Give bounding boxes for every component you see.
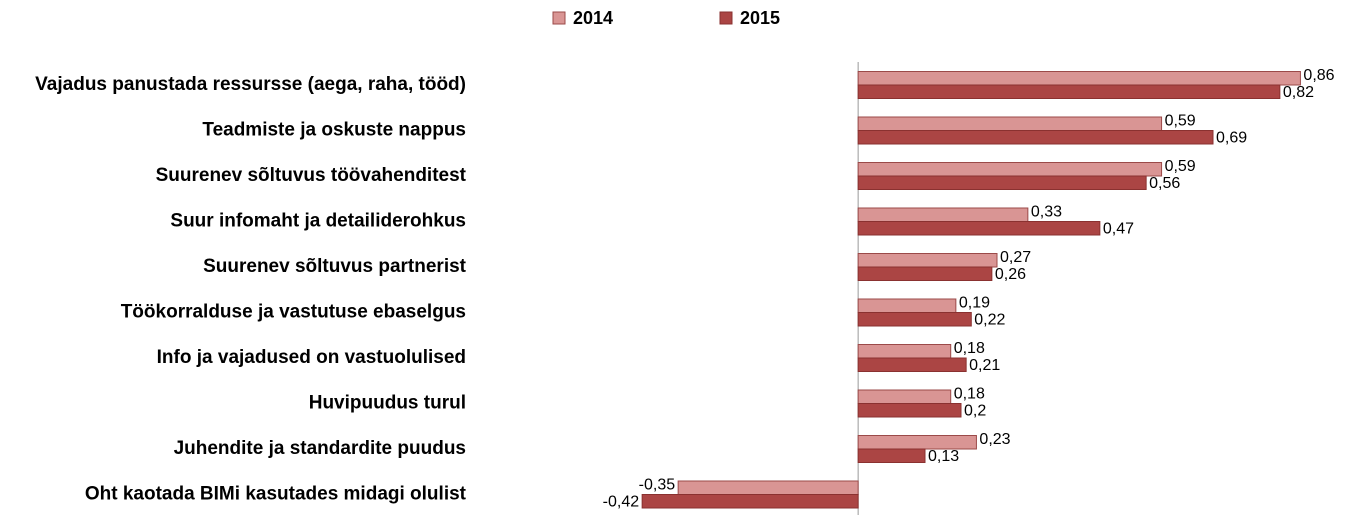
- bar: [857, 130, 1214, 145]
- category-label: Teadmiste ja oskuste nappus: [202, 120, 466, 141]
- bar: [677, 480, 859, 495]
- value-label: 0,59: [1165, 158, 1196, 175]
- category-label: Suurenev sõltuvus töövahenditest: [156, 165, 467, 186]
- category-label: Suur infomaht ja detailiderohkus: [170, 211, 466, 232]
- value-label: 0,27: [1000, 249, 1031, 266]
- value-label: 0,23: [979, 431, 1010, 448]
- value-label: 0,2: [964, 403, 986, 420]
- value-label: 0,86: [1303, 67, 1334, 84]
- legend-swatch: [552, 11, 566, 25]
- legend-label: 2015: [740, 8, 780, 28]
- value-label: -0,42: [603, 494, 640, 511]
- value-label: 0,82: [1283, 84, 1314, 101]
- bar: [857, 389, 952, 404]
- bar: [857, 84, 1281, 99]
- value-label: 0,69: [1216, 130, 1247, 147]
- value-label: 0,33: [1031, 204, 1062, 221]
- bar: [857, 175, 1147, 190]
- value-label: -0,35: [639, 477, 676, 494]
- bar: [857, 312, 972, 327]
- value-label: 0,26: [995, 266, 1026, 283]
- bar: [857, 207, 1029, 222]
- bar: [857, 357, 967, 372]
- bar: [857, 344, 952, 359]
- bar: [857, 448, 926, 463]
- value-label: 0,13: [928, 448, 959, 465]
- category-label: Oht kaotada BIMi kasutades midagi olulis…: [85, 484, 467, 505]
- bar: [857, 253, 998, 268]
- legend-label: 2014: [573, 8, 613, 28]
- value-label: 0,47: [1103, 221, 1134, 238]
- value-label: 0,19: [959, 295, 990, 312]
- value-label: 0,56: [1149, 175, 1180, 192]
- bar: [641, 494, 859, 509]
- bar: [857, 403, 962, 418]
- value-label: 0,18: [954, 386, 985, 403]
- value-label: 0,22: [974, 312, 1005, 329]
- category-label: Juhendite ja standardite puudus: [174, 438, 466, 459]
- value-label: 0,18: [954, 340, 985, 357]
- category-label: Suurenev sõltuvus partnerist: [203, 256, 467, 277]
- category-label: Huvipuudus turul: [309, 393, 466, 414]
- category-label: Info ja vajadused on vastuolulised: [157, 347, 466, 368]
- bar: [857, 298, 957, 313]
- bar: [857, 162, 1163, 177]
- category-label: Töökorralduse ja vastutuse ebaselgus: [121, 302, 466, 323]
- value-label: 0,21: [969, 357, 1000, 374]
- bar: [857, 435, 977, 450]
- bar: [857, 71, 1301, 86]
- value-label: 0,59: [1165, 113, 1196, 130]
- bar: [857, 116, 1163, 131]
- legend-swatch: [719, 11, 733, 25]
- category-label: Vajadus panustada ressursse (aega, raha,…: [35, 74, 466, 95]
- bar: [857, 221, 1101, 236]
- bar: [857, 266, 993, 281]
